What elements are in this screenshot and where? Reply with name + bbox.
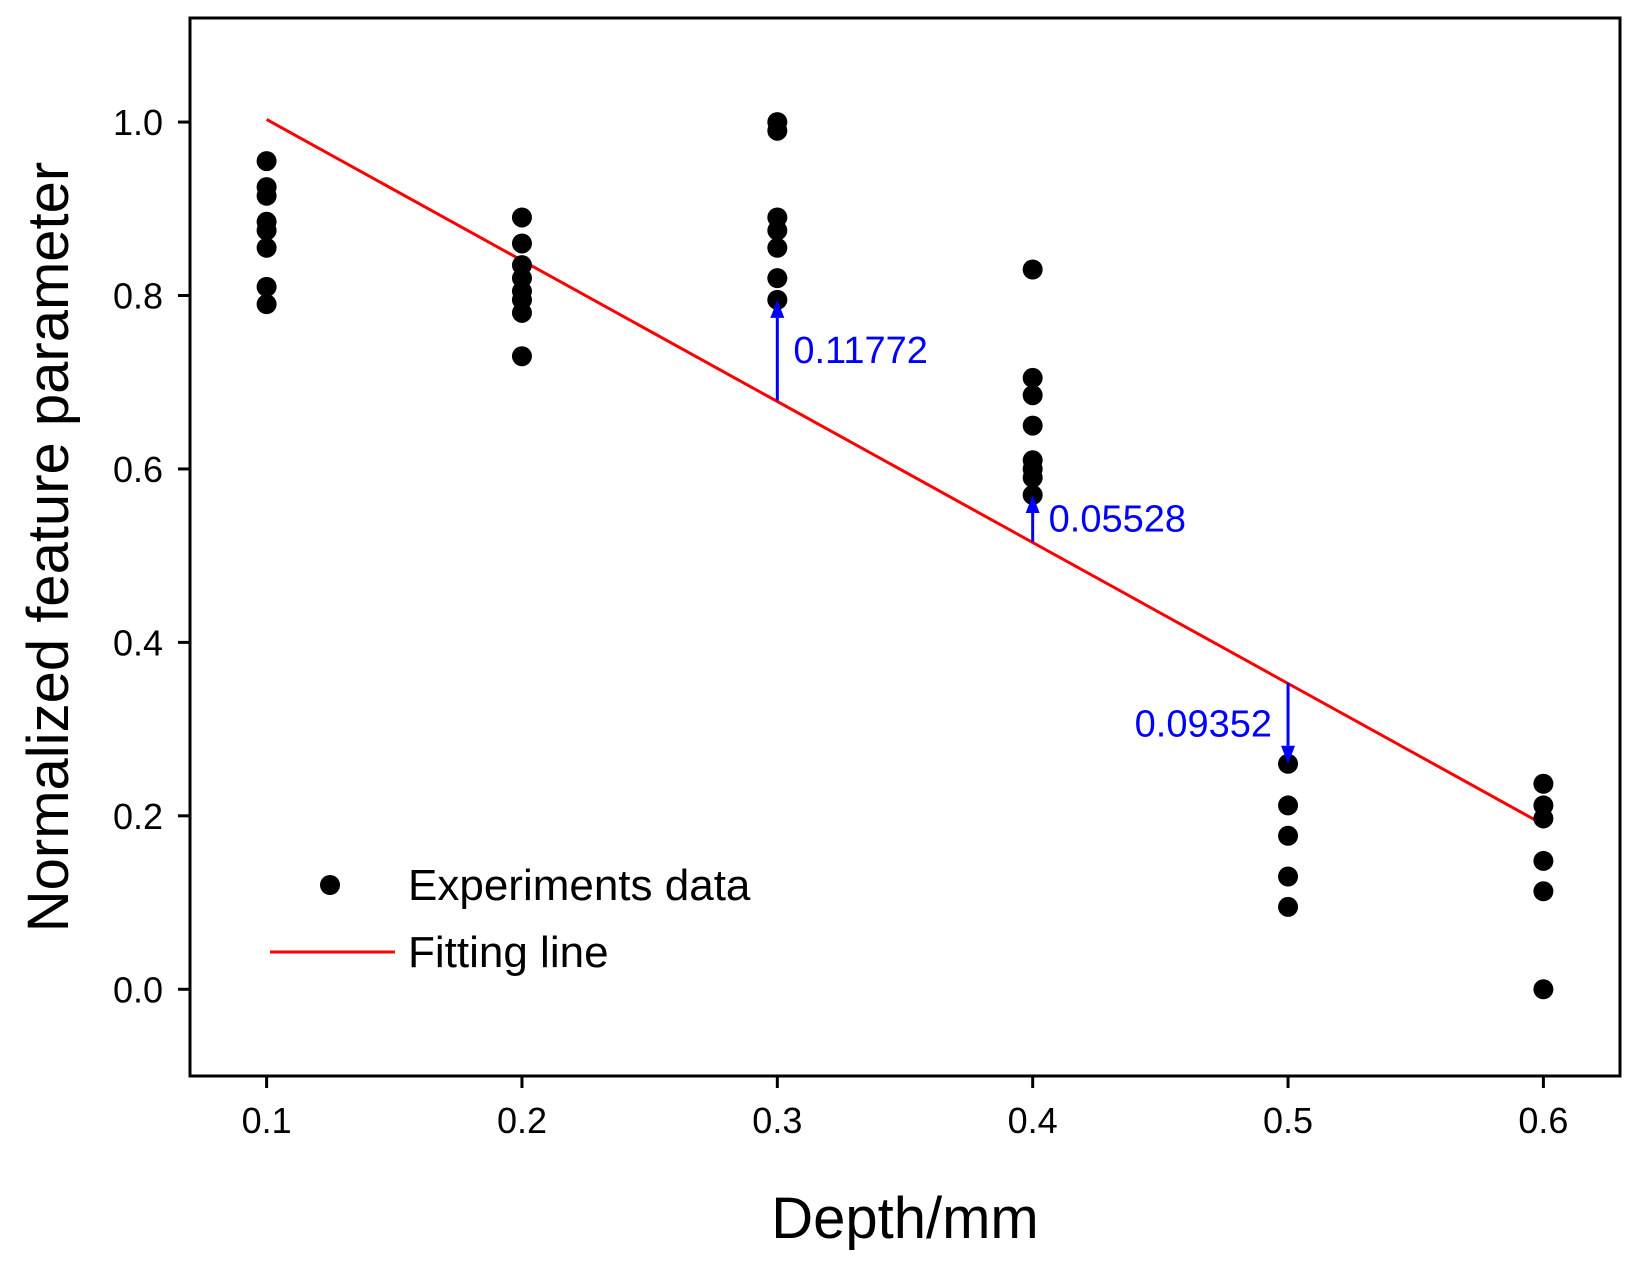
data-point — [1533, 850, 1554, 871]
legend-label-points: Experiments data — [408, 861, 751, 910]
x-tick-label: 0.1 — [242, 1100, 292, 1141]
x-tick-label: 0.6 — [1518, 1100, 1568, 1141]
x-tick-label: 0.4 — [1008, 1100, 1058, 1141]
y-tick-label: 0.0 — [113, 969, 163, 1010]
data-point — [256, 220, 277, 241]
x-tick-label: 0.3 — [752, 1100, 802, 1141]
plot-frame — [188, 16, 1622, 1078]
data-point — [1533, 979, 1554, 1000]
data-points-layer — [256, 112, 1554, 1000]
y-tick-label: 0.2 — [113, 796, 163, 837]
x-axis-title: Depth/mm — [771, 1186, 1039, 1251]
data-point — [1278, 795, 1299, 816]
data-point — [767, 268, 788, 289]
legend: Experiments data Fitting line — [270, 861, 751, 977]
annotation-arrow-head — [1025, 494, 1040, 513]
data-point — [1533, 881, 1554, 902]
data-point — [511, 207, 532, 228]
data-point — [1022, 415, 1043, 436]
legend-marker-points — [320, 875, 340, 895]
data-point — [767, 120, 788, 141]
data-point — [1022, 259, 1043, 280]
y-tick-label: 0.8 — [113, 276, 163, 317]
data-point — [1278, 866, 1299, 887]
annotation-arrow-head — [770, 299, 785, 318]
y-tick-label: 1.0 — [113, 102, 163, 143]
data-point — [256, 294, 277, 315]
data-point — [511, 302, 532, 323]
fit-line-layer — [265, 118, 1545, 826]
data-point — [511, 346, 532, 367]
fit-line — [265, 118, 1545, 826]
axis-ticks: 0.1 0.2 0.3 0.4 0.5 0.6 0.0 0.2 0.4 0.6 0.8 1.0 — [113, 102, 1568, 1141]
data-point — [256, 276, 277, 297]
annotations-layer: 0.11772 0.05528 0.09352 — [770, 299, 1296, 764]
annotation-arrow-head — [1281, 745, 1296, 764]
data-point — [256, 151, 277, 172]
x-tick-label: 0.2 — [497, 1100, 547, 1141]
data-point — [1022, 367, 1043, 388]
data-point — [256, 237, 277, 258]
data-point — [511, 233, 532, 254]
data-point — [1278, 825, 1299, 846]
annotation-label: 0.09352 — [1135, 703, 1272, 745]
annotation-label: 0.05528 — [1049, 498, 1186, 540]
y-axis-title: Normalized feature parameter — [16, 162, 81, 932]
data-point — [1278, 896, 1299, 917]
data-point — [1022, 385, 1043, 406]
data-point — [256, 185, 277, 206]
data-point — [767, 237, 788, 258]
y-tick-label: 0.4 — [113, 622, 163, 663]
data-point — [1533, 808, 1554, 829]
annotation-label: 0.11772 — [793, 330, 928, 372]
y-tick-label: 0.6 — [113, 449, 163, 490]
data-point — [767, 220, 788, 241]
data-point — [1022, 467, 1043, 488]
x-tick-label: 0.5 — [1263, 1100, 1313, 1141]
data-point — [1533, 773, 1554, 794]
legend-label-line: Fitting line — [408, 928, 609, 977]
